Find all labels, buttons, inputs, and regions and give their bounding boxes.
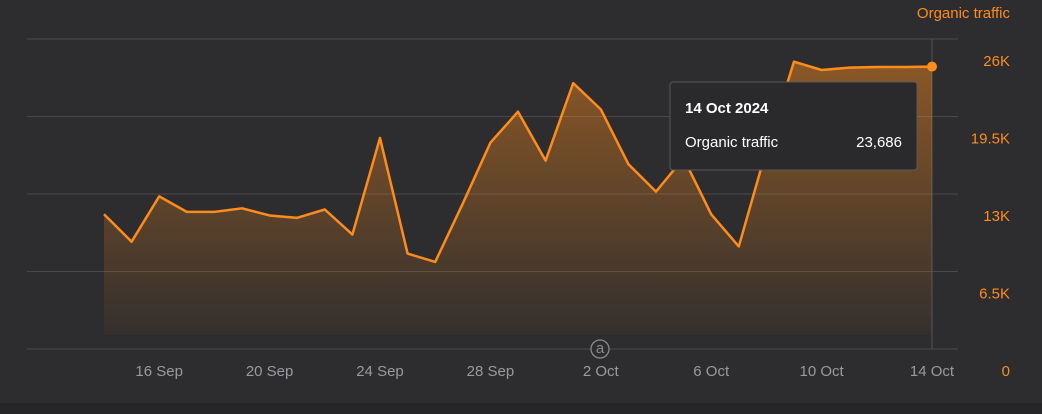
x-tick-label: 16 Sep: [135, 363, 183, 380]
x-tick-label: 6 Oct: [693, 363, 730, 380]
area-fill: [104, 61, 932, 336]
y-tick-label: 13K: [983, 208, 1010, 225]
x-tick-label: 14 Oct: [910, 363, 955, 380]
y-tick-label: 0: [1002, 363, 1010, 380]
x-tick-label: 24 Sep: [356, 363, 404, 380]
annotation-text: a: [596, 340, 605, 357]
x-tick-label: 2 Oct: [583, 363, 620, 380]
tooltip-series: Organic traffic: [685, 134, 779, 151]
tooltip-box: [669, 81, 918, 171]
hover-dot: [927, 61, 937, 72]
footer-band: [0, 403, 1042, 414]
x-tick-label: 10 Oct: [800, 363, 845, 380]
tooltip-title: 14 Oct 2024: [685, 100, 769, 117]
x-tick-label: 28 Sep: [467, 363, 515, 380]
annotation-marker: [590, 339, 610, 359]
y-tick-label: 26K: [983, 53, 1010, 70]
x-tick-label: 20 Sep: [246, 363, 294, 380]
chart-title: Organic traffic: [917, 5, 1011, 22]
y-tick-label: 6.5K: [979, 285, 1010, 302]
tooltip-value: 23,686: [856, 134, 902, 151]
line: [103, 60, 933, 264]
y-tick-label: 19.5K: [971, 130, 1010, 147]
tooltip: 14 Oct 2024 Organic traffic 23,686: [669, 81, 918, 171]
